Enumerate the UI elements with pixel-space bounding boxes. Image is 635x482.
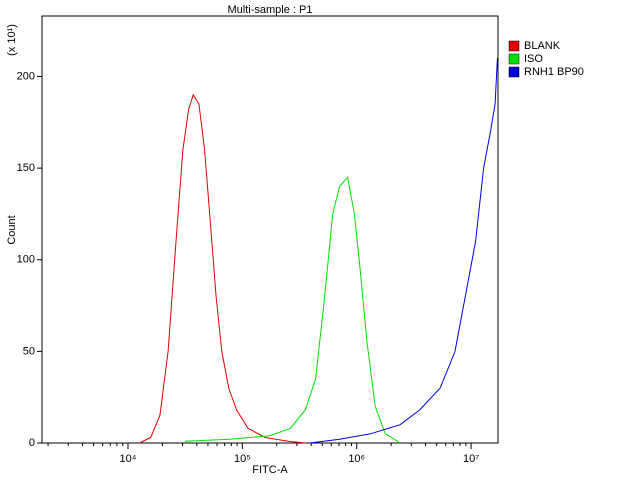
histogram-line xyxy=(184,176,401,444)
legend-swatch xyxy=(508,53,520,65)
plot-frame xyxy=(41,15,499,444)
legend-swatch xyxy=(508,66,520,78)
x-tick-label: 10⁴ xyxy=(120,453,137,465)
legend-swatch xyxy=(508,40,520,52)
y-axis-label: Count xyxy=(6,215,18,244)
legend-label: ISO xyxy=(524,53,543,65)
y-tick-label: 0 xyxy=(29,437,35,449)
legend-label: RNH1 BP90 xyxy=(524,66,584,78)
y-tick-label: 50 xyxy=(23,345,35,357)
chart-title: Multi-sample : P1 xyxy=(228,4,313,16)
histogram-line xyxy=(139,93,306,444)
x-tick-label: 10⁵ xyxy=(234,453,251,465)
y-tick-label: 150 xyxy=(17,162,35,174)
x-tick-label: 10⁶ xyxy=(348,453,365,465)
y-tick-label: 100 xyxy=(17,254,35,266)
y-tick-label: 200 xyxy=(17,70,35,82)
x-axis-label: FITC-A xyxy=(252,464,288,476)
x-tick-label: 10⁷ xyxy=(463,453,479,465)
legend-label: BLANK xyxy=(524,40,561,52)
histogram-line xyxy=(309,58,498,444)
y-multiplier: (x 10¹) xyxy=(6,24,18,56)
